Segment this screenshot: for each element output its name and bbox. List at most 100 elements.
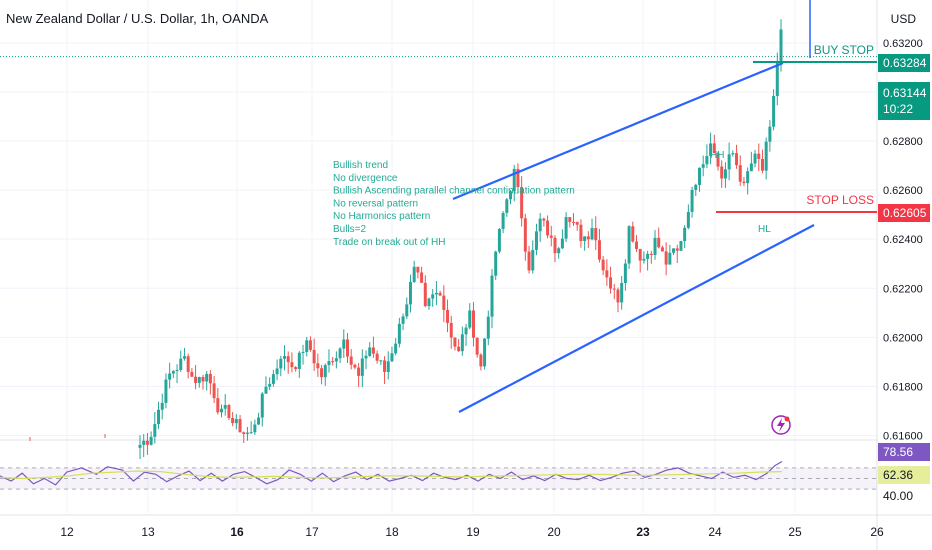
candle-body	[716, 153, 720, 167]
candle-body	[701, 164, 705, 168]
price-tick-label: 0.62200	[883, 283, 923, 295]
candle-body	[772, 96, 776, 127]
candle-body	[590, 228, 594, 240]
candle-body	[312, 349, 316, 364]
candle-body	[297, 352, 301, 369]
last-price-value: 0.63144	[883, 86, 927, 100]
candle-body	[390, 353, 394, 362]
candle-body	[471, 310, 475, 338]
candle-body	[264, 386, 268, 394]
candle-body	[746, 171, 750, 184]
candle-body	[201, 377, 205, 382]
candle-body	[579, 224, 583, 242]
candle-body	[323, 365, 327, 378]
lightning-icon-bolt	[777, 418, 785, 432]
candle-body	[490, 275, 494, 317]
candle-body	[620, 283, 624, 303]
candle-body	[520, 187, 524, 219]
candle-body	[638, 248, 642, 261]
candle-body	[509, 191, 513, 200]
rsi-line	[0, 460, 783, 486]
candle-body	[631, 226, 635, 242]
candle-body	[709, 143, 713, 156]
candle-body	[627, 226, 631, 264]
time-tick-label: 19	[466, 525, 480, 539]
candle-body	[694, 184, 698, 190]
candle-body	[208, 373, 212, 384]
candle-body	[383, 360, 387, 372]
price-tick-label: 0.62400	[883, 234, 923, 246]
candle-body	[512, 168, 516, 192]
candle-body	[660, 247, 664, 252]
note-line: Bullish trend	[333, 160, 388, 171]
candle-body	[668, 252, 672, 265]
candle-body	[675, 248, 679, 251]
hh-label: HH	[710, 150, 724, 161]
candle-body	[375, 353, 379, 361]
time-tick-label: 17	[305, 525, 319, 539]
candle-body	[186, 356, 190, 372]
candle-body	[386, 361, 390, 372]
candle-body	[683, 227, 687, 242]
candle-body	[664, 251, 668, 265]
stop-loss-price-tag: 0.62605	[878, 204, 930, 222]
candle-body	[423, 282, 427, 307]
last-price-tag: 0.63144 10:22	[878, 82, 930, 120]
candle-body	[434, 292, 438, 295]
candle-body	[531, 249, 535, 271]
candle-body	[686, 211, 690, 228]
candle-body	[516, 168, 520, 188]
candle-body	[190, 371, 194, 377]
candle-body	[257, 417, 261, 425]
candle-body	[760, 158, 764, 171]
candle-body	[449, 322, 453, 338]
candle-body	[401, 316, 405, 324]
candle-body	[494, 251, 498, 276]
candle-body	[527, 251, 531, 271]
candle-body	[523, 218, 527, 252]
candle-body	[601, 259, 605, 271]
candle-body	[735, 153, 739, 166]
rsi-level-label: 40.00	[883, 489, 914, 503]
candle-body	[371, 347, 375, 354]
candle-body	[408, 281, 412, 305]
candle-body	[220, 408, 224, 413]
price-tick-label: 0.61800	[883, 381, 923, 393]
candle-body	[242, 432, 246, 434]
candle-body	[486, 316, 490, 339]
candle-body	[157, 409, 161, 425]
price-tick-label: 0.61600	[883, 431, 923, 443]
candle-body	[634, 241, 638, 249]
candle-body	[483, 338, 487, 367]
candle-body	[679, 241, 683, 251]
candle-body	[268, 383, 272, 387]
candle-body	[723, 169, 727, 179]
candle-body	[575, 222, 579, 225]
symbol-title[interactable]: New Zealand Dollar / U.S. Dollar, 1h, OA…	[6, 11, 269, 26]
candle-body	[331, 361, 335, 363]
candle-body	[316, 363, 320, 369]
candle-body	[345, 339, 349, 357]
candle-body	[742, 181, 746, 184]
candle-body	[260, 393, 264, 418]
candle-body	[560, 238, 564, 249]
drawing-overlay: BUY STOP STOP LOSS HH HL Bullish trend No div…	[0, 0, 877, 435]
candle-body	[457, 346, 461, 352]
candle-body	[649, 253, 653, 255]
candle-body	[616, 289, 620, 303]
time-tick-label: 18	[385, 525, 399, 539]
candle-body	[712, 143, 716, 154]
candle-body	[212, 383, 216, 399]
rsi-ma-line	[0, 470, 783, 480]
candle-body	[720, 166, 724, 179]
time-tick-label: 12	[60, 525, 74, 539]
candle-body	[420, 272, 424, 283]
candle-body	[753, 153, 757, 164]
note-line: No reversal pattern	[333, 198, 418, 209]
candle-body	[775, 62, 779, 97]
candle-body	[160, 402, 164, 410]
candle-body	[697, 167, 701, 185]
candle-body	[342, 339, 346, 349]
